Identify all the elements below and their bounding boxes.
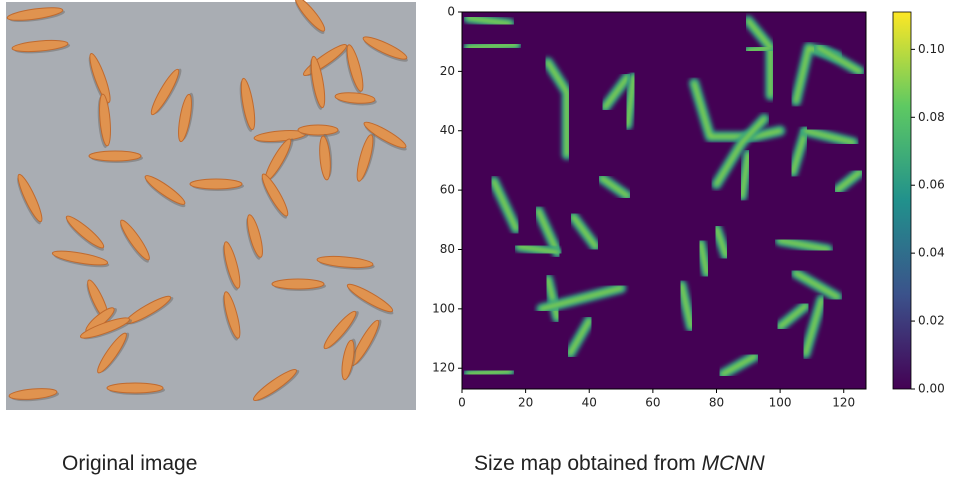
colorbar [893,12,911,389]
page: 0 20 40 60 80 100 120 0 20 40 60 80 100 120 0.00 0.02 0.… [0,0,954,482]
x-tick-label: 80 [709,396,724,410]
seed [298,125,338,135]
y-tick-label: 100 [432,301,455,315]
caption-right: Size map obtained from MCNN [474,452,765,476]
seed [107,383,163,393]
colorbar-tick-label: 0.04 [918,246,945,260]
colorbar-tick-label: 0.00 [918,382,945,396]
colorbar-tick-label: 0.02 [918,314,945,328]
y-tick-label: 60 [440,183,455,197]
y-tick-label: 40 [440,123,455,137]
y-tick-label: 0 [447,5,455,19]
x-tick-label: 20 [518,396,533,410]
caption-text: Size map obtained from [474,452,696,475]
x-tick-label: 0 [458,396,466,410]
y-tick-label: 120 [432,361,455,375]
colorbar-tick-label: 0.08 [918,110,945,124]
y-tick-label: 20 [440,64,455,78]
seed [89,151,141,161]
caption-left: Original image [62,452,197,476]
seed [190,179,242,189]
caption-method: MCNN [702,452,765,475]
colorbar-tick-label: 0.10 [918,42,945,56]
x-tick-label: 120 [832,396,855,410]
figure: 0 20 40 60 80 100 120 0 20 40 60 80 100 120 0.00 0.02 0.… [0,0,954,440]
seed [272,279,324,289]
x-tick-label: 40 [582,396,597,410]
colorbar-tick-label: 0.06 [918,178,945,192]
x-tick-label: 60 [645,396,660,410]
x-tick-label: 100 [769,396,792,410]
y-tick-label: 80 [440,242,455,256]
